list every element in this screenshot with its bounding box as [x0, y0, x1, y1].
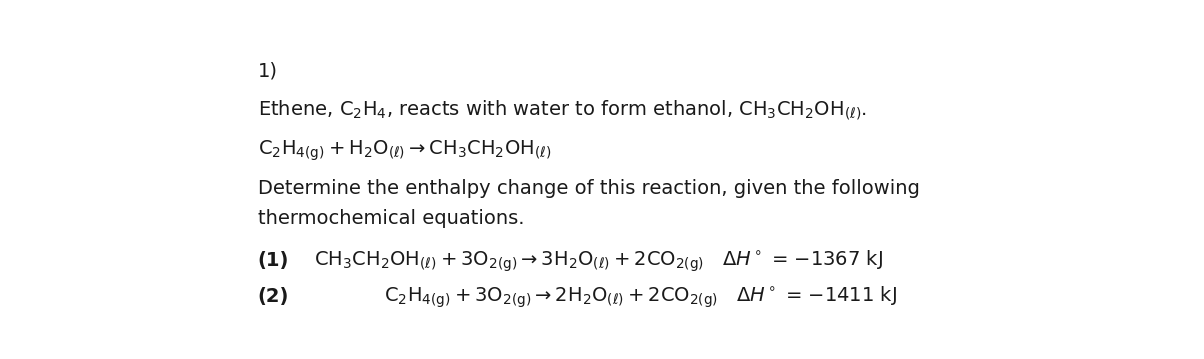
Text: $\mathregular{C_2H_{4(g)} + H_2O_{(\ell)} \rightarrow CH_3CH_2OH_{(\ell)}}$: $\mathregular{C_2H_{4(g)} + H_2O_{(\ell)… [258, 139, 551, 163]
Text: 1): 1) [258, 61, 278, 80]
Text: (2): (2) [258, 286, 289, 306]
Text: $\mathregular{C_2H_{4(g)} + 3O_{2(g)} \rightarrow 2H_2O_{(\ell)} + 2CO_{2(g)}}$ : $\mathregular{C_2H_{4(g)} + 3O_{2(g)} \r… [384, 284, 897, 310]
Text: Ethene, $\mathregular{C_2H_4}$, reacts with water to form ethanol, $\mathregular: Ethene, $\mathregular{C_2H_4}$, reacts w… [258, 99, 867, 122]
Text: (1): (1) [258, 251, 289, 270]
Text: Determine the enthalpy change of this reaction, given the following: Determine the enthalpy change of this re… [258, 179, 920, 198]
Text: $\mathregular{CH_3CH_2OH_{(\ell)} + 3O_{2(g)} \rightarrow 3H_2O_{(\ell)} + 2CO_{: $\mathregular{CH_3CH_2OH_{(\ell)} + 3O_{… [314, 248, 883, 274]
Text: thermochemical equations.: thermochemical equations. [258, 209, 524, 228]
